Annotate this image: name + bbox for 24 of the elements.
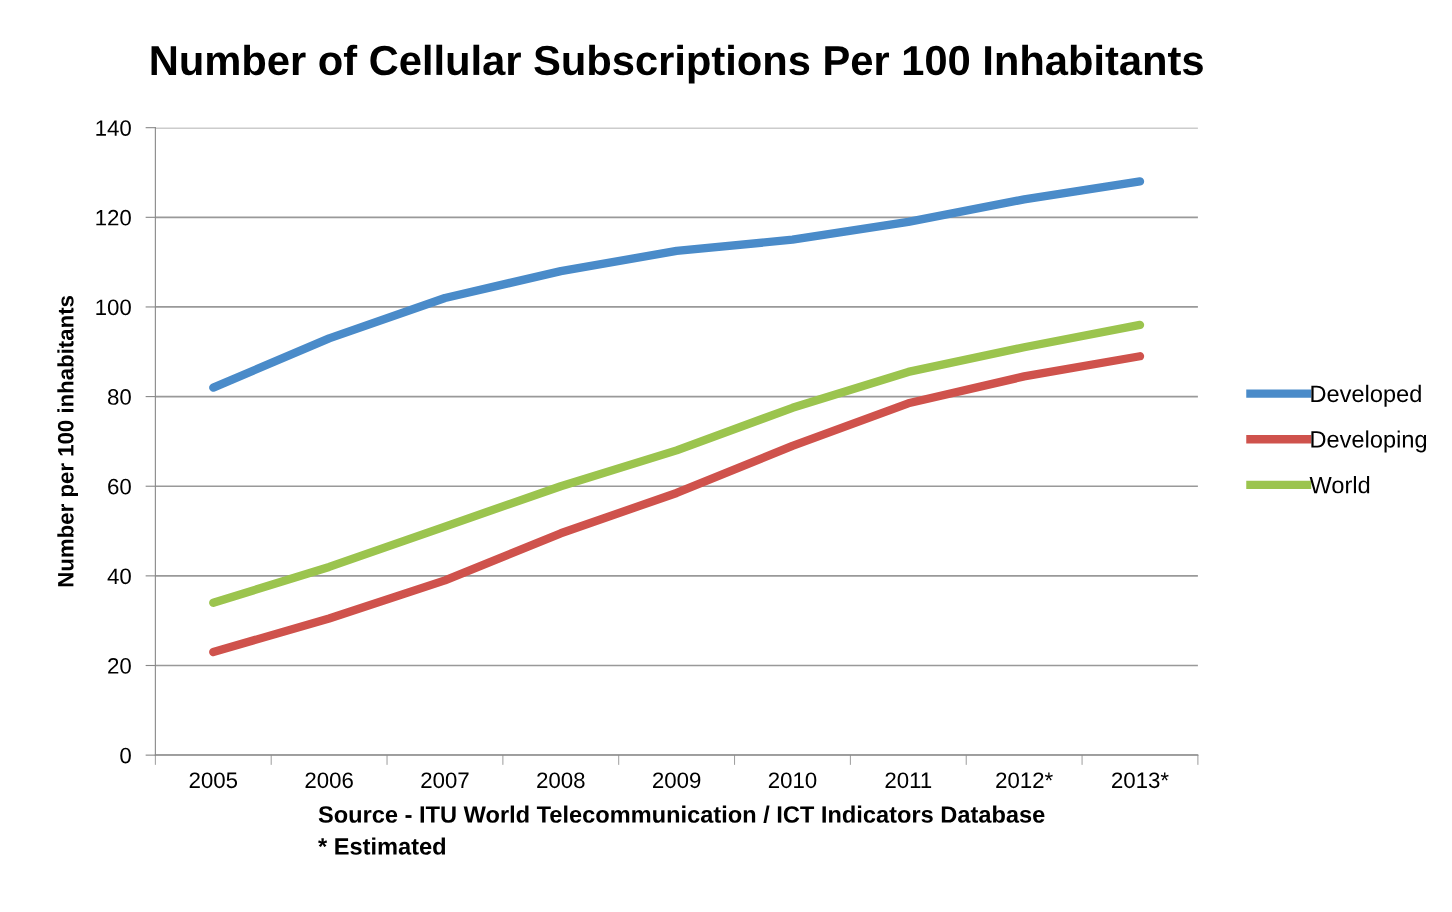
y-tick-label: 100 bbox=[96, 299, 131, 316]
x-tick-label: 2008 bbox=[537, 772, 585, 789]
x-tick-label: 2005 bbox=[189, 772, 238, 789]
text: * Estimated bbox=[318, 837, 446, 855]
x-tick-label: 2007 bbox=[421, 772, 469, 789]
legend-label: Developed bbox=[1311, 384, 1421, 407]
y-tick-label: 60 bbox=[108, 478, 131, 495]
y-tick-label: 140 bbox=[96, 120, 131, 136]
legend-label: Developing bbox=[1311, 430, 1427, 453]
y-tick-label: 120 bbox=[96, 209, 131, 226]
legend-label: World bbox=[1309, 476, 1370, 494]
x-tick-label: 2013* bbox=[1112, 772, 1169, 789]
y-tick-label: 40 bbox=[107, 568, 131, 585]
chart-title: Number of Cellular Subscriptions Per 100 Inhabitants bbox=[151, 44, 1203, 84]
x-tick-label: 2006 bbox=[305, 772, 353, 789]
y-tick-label: 80 bbox=[108, 389, 131, 405]
x-tick-label: 2010 bbox=[768, 772, 817, 789]
source-note: Source - ITU World Telecommunication / ICT Indicators Database bbox=[318, 805, 1045, 824]
x-tick-label: 2011 bbox=[885, 772, 932, 789]
y-tick-label: 20 bbox=[108, 658, 131, 674]
y-tick-label: 0 bbox=[120, 747, 131, 764]
x-tick-label: 2012* bbox=[996, 772, 1053, 789]
y-axis-title: Number per 100 inhabitants bbox=[57, 295, 79, 587]
x-tick-label: 2009 bbox=[653, 772, 701, 789]
